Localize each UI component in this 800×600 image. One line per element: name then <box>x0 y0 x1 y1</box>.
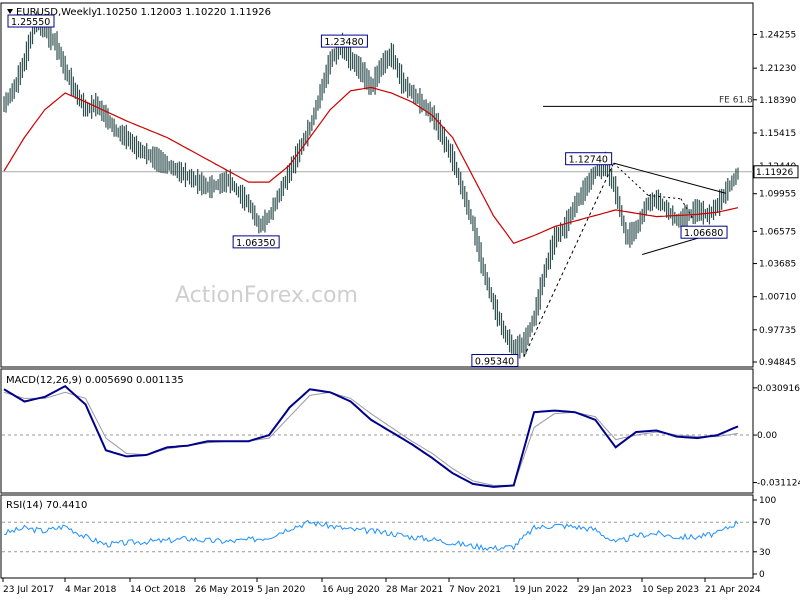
x-tick-label: 10 Sep 2023 <box>642 585 699 595</box>
price-y-tick-label: 0.97735 <box>759 326 796 336</box>
rsi-y-tick-label: 30 <box>759 548 771 558</box>
x-tick-label: 28 Mar 2021 <box>386 585 443 595</box>
macd-y-tick-label: -0.031124 <box>757 479 800 489</box>
x-axis: 23 Jul 2017 4 Mar 2018 14 Oct 2018 26 May 2… <box>2 578 761 595</box>
macd-y-tick-label: 0.030916 <box>757 384 800 394</box>
fe-level-label: FE 61.8 <box>719 95 753 105</box>
symbol-label: EURUSD,Weekly <box>16 7 97 18</box>
x-tick-label: 16 Aug 2020 <box>322 585 380 595</box>
trend-line <box>613 162 726 194</box>
ohlc-label: 1.10250 1.12003 1.10220 1.11926 <box>96 7 271 18</box>
price-annotation-label: 1.12740 <box>569 155 608 166</box>
current-price-label: 1.11926 <box>756 168 793 178</box>
price-y-tick-label: 1.00710 <box>759 293 796 303</box>
price-plot: 1.242551.212301.183901.154151.124401.099… <box>2 11 799 368</box>
price-panel <box>0 2 754 368</box>
trend-line <box>648 194 681 200</box>
price-y-tick-label: 1.24255 <box>759 30 796 40</box>
price-y-tick-label: 1.03685 <box>759 260 796 270</box>
dropdown-triangle-icon[interactable] <box>7 9 13 14</box>
price-y-tick-label: 1.21230 <box>759 64 796 74</box>
macd-line <box>3 384 739 488</box>
macd-panel <box>0 368 754 494</box>
watermark: ActionForex.com <box>175 283 358 308</box>
price-annotation-label: 1.23480 <box>324 37 363 48</box>
x-tick-label: 7 Nov 2021 <box>449 585 501 595</box>
price-annotation-label: 0.95340 <box>475 356 514 367</box>
macd-y-tick-label: 0.00 <box>757 431 777 441</box>
trend-line <box>680 198 694 220</box>
rsi-title: RSI(14) 70.4410 <box>6 500 87 511</box>
macd-plot: 0.030916 0.00 -0.031124 <box>2 384 800 489</box>
macd-signal-line <box>3 391 739 486</box>
x-tick-label: 5 Jan 2020 <box>257 585 305 595</box>
rsi-y-tick-label: 70 <box>759 518 771 528</box>
price-y-tick-label: 1.06575 <box>759 227 796 237</box>
x-tick-label: 21 Apr 2024 <box>705 585 761 595</box>
price-annotation-box <box>7 14 55 28</box>
x-tick-label: 4 Mar 2018 <box>65 585 117 595</box>
price-annotation-box <box>320 34 368 48</box>
price-annotation-box <box>471 353 519 367</box>
price-annotation-label: 1.06350 <box>236 238 275 249</box>
rsi-y-tick-label: 0 <box>759 570 765 580</box>
rsi-panel <box>0 494 754 579</box>
moving-average-line <box>3 86 739 245</box>
x-tick-label: 14 Oct 2018 <box>130 585 186 595</box>
price-annotation-box <box>232 235 280 249</box>
price-y-tick-label: 1.09955 <box>759 190 796 200</box>
price-y-tick-label: 1.18390 <box>759 96 796 106</box>
macd-title: MACD(12,26,9) 0.005690 0.001135 <box>6 375 184 386</box>
price-annotation-label: 1.06680 <box>684 228 723 239</box>
price-y-tick-label: 1.15415 <box>759 129 796 139</box>
rsi-line <box>3 519 739 551</box>
price-annotation-box <box>680 225 728 239</box>
price-annotation-label: 1.25550 <box>11 17 50 28</box>
price-y-tick-label: 0.94845 <box>759 358 796 368</box>
x-tick-label: 26 May 2019 <box>195 585 254 595</box>
x-tick-label: 19 Jun 2022 <box>514 585 568 595</box>
price-annotation-box <box>565 152 613 166</box>
rsi-y-tick-label: 100 <box>759 496 776 506</box>
current-price-box <box>753 165 799 179</box>
x-tick-label: 23 Jul 2017 <box>3 585 54 595</box>
x-tick-label: 29 Jan 2023 <box>578 585 632 595</box>
rsi-plot: 100 70 30 0 <box>2 496 776 580</box>
